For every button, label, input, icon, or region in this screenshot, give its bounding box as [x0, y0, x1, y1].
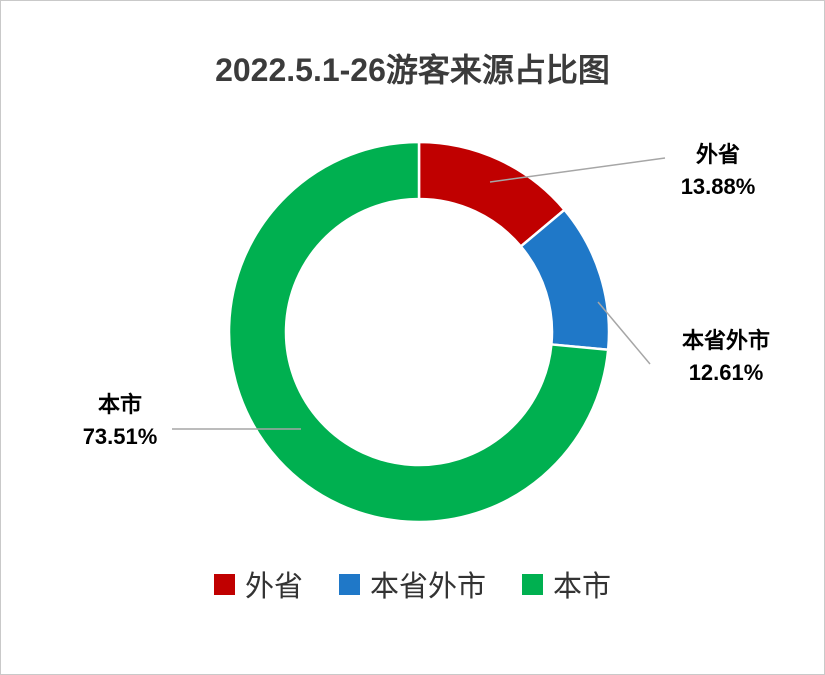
legend-label-waisheng: 外省 — [244, 571, 303, 603]
legend-label-benshi: 本市 — [553, 571, 612, 603]
legend-item-benshi[interactable]: 本市 — [522, 563, 611, 605]
data-label-value: 73.51% — [82, 423, 158, 449]
data-label-benshengwaishi: 本省外市 12.61% — [651, 325, 801, 389]
chart-title: 2022.5.1-26游客来源占比图 — [215, 52, 610, 88]
legend-swatch-benshengwaishi — [338, 573, 360, 595]
legend-item-waisheng[interactable]: 外省 — [213, 563, 303, 605]
legend-item-benshengwaishi[interactable]: 本省外市 — [338, 563, 486, 605]
leader-lines — [172, 157, 666, 430]
donut-segment-2-本市[interactable] — [227, 140, 610, 524]
data-label-category: 本市 — [97, 392, 142, 417]
data-label-waisheng: 外省 13.88% — [654, 139, 782, 203]
leader-line-waisheng — [489, 157, 666, 183]
data-label-category: 外省 — [695, 142, 740, 167]
data-label-value: 12.61% — [688, 359, 764, 385]
chart-legend: 外省 本省外市 本市 — [1, 563, 824, 605]
data-label-value: 13.88% — [680, 173, 756, 199]
legend-label-benshengwaishi: 本省外市 — [369, 571, 486, 603]
donut-segments — [227, 140, 611, 524]
legend-swatch-waisheng — [213, 573, 235, 595]
leader-line-benshengwaishi — [597, 301, 651, 365]
data-label-category: 本省外市 — [681, 328, 770, 353]
legend-swatch-benshi — [522, 573, 543, 595]
data-label-benshi: 本市 73.51% — [59, 389, 181, 453]
